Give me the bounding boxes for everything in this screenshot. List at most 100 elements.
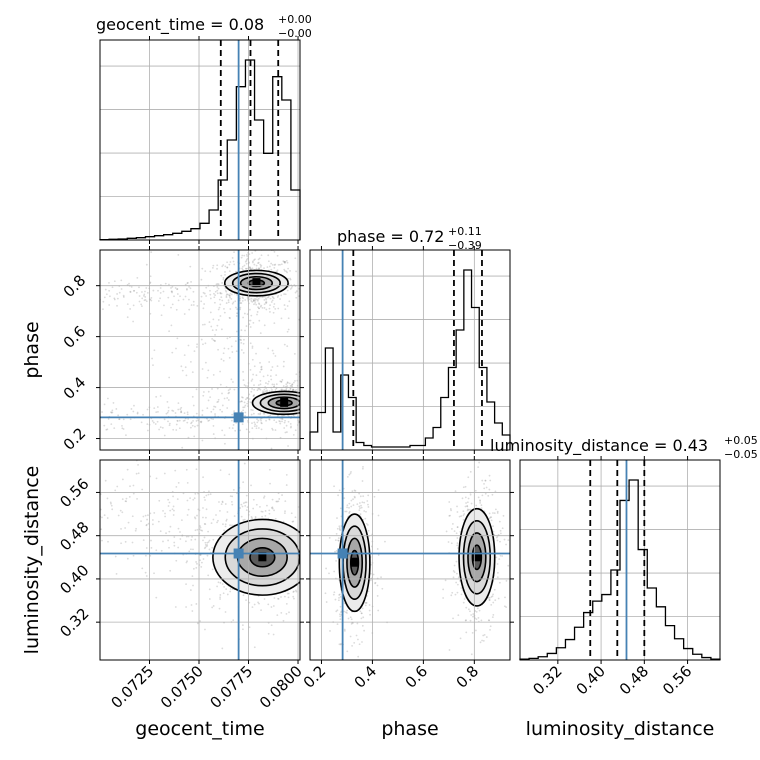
- sample-point: [471, 632, 474, 634]
- y-tick-label-phase: 0.6: [60, 322, 90, 352]
- sample-point: [337, 599, 340, 602]
- sample-point: [279, 298, 281, 300]
- sample-point: [220, 328, 223, 331]
- x-tick-label-phase: 0.4: [351, 662, 381, 692]
- sample-point: [131, 541, 134, 544]
- sample-point: [156, 420, 159, 423]
- sample-point: [304, 395, 306, 397]
- sample-point: [289, 277, 291, 280]
- sample-point: [266, 390, 268, 393]
- x-tick-label-luminosity_distance: 0.40: [573, 662, 609, 698]
- sample-point: [136, 412, 139, 415]
- sample-point: [213, 296, 216, 299]
- sample-point: [339, 507, 342, 510]
- sample-point: [308, 524, 310, 526]
- sample-point: [280, 388, 283, 391]
- sample-point: [448, 501, 451, 503]
- sample-point: [15, 528, 17, 530]
- sample-point: [105, 428, 108, 431]
- sample-point: [492, 525, 494, 528]
- sample-point: [169, 569, 172, 572]
- sample-point: [315, 519, 317, 521]
- sample-point: [155, 596, 158, 599]
- sample-point: [199, 559, 201, 562]
- sample-point: [498, 581, 501, 584]
- sample-point: [351, 490, 354, 493]
- sample-point: [213, 292, 215, 295]
- sample-point: [287, 277, 289, 280]
- sample-point: [114, 489, 117, 492]
- sample-point: [186, 281, 189, 284]
- sample-point: [275, 383, 278, 386]
- sample-point: [305, 543, 307, 545]
- sample-point: [337, 539, 340, 542]
- sample-point: [231, 524, 233, 527]
- sample-point: [478, 461, 481, 464]
- sample-point: [51, 290, 53, 292]
- sample-point: [130, 408, 133, 410]
- sample-point: [376, 584, 379, 587]
- sample-point: [259, 379, 262, 382]
- sample-point: [338, 489, 341, 492]
- sample-point: [222, 276, 225, 279]
- sample-point: [239, 308, 242, 311]
- sample-point: [239, 507, 242, 509]
- sample-point: [241, 267, 243, 270]
- sample-point: [316, 403, 318, 405]
- sample-point: [222, 264, 225, 266]
- sample-point: [119, 509, 122, 512]
- sample-point: [470, 614, 473, 616]
- sample-point: [29, 285, 31, 287]
- sample-point: [490, 596, 493, 598]
- sample-point: [220, 358, 223, 361]
- sample-point: [213, 340, 216, 342]
- sample-point: [111, 411, 114, 414]
- sample-point: [190, 422, 192, 425]
- sample-point: [287, 596, 290, 599]
- sample-point: [386, 298, 388, 300]
- sample-point: [215, 329, 218, 331]
- sample-point: [181, 369, 184, 372]
- sample-point: [214, 340, 216, 342]
- sample-point: [251, 427, 254, 430]
- sample-point: [258, 303, 261, 306]
- sample-point: [201, 414, 204, 416]
- sample-point: [222, 352, 225, 355]
- sample-point: [227, 299, 230, 302]
- sample-point: [152, 289, 155, 292]
- sample-point: [474, 610, 477, 612]
- sample-point: [189, 426, 192, 429]
- sample-point: [251, 347, 254, 349]
- sample-point: [241, 396, 243, 399]
- sample-point: [449, 508, 452, 510]
- sample-point: [363, 510, 366, 512]
- sample-point: [349, 448, 351, 450]
- sample-point: [166, 400, 169, 403]
- sample-point: [229, 587, 232, 590]
- sample-point: [444, 579, 447, 582]
- sample-point: [369, 572, 372, 575]
- sample-point: [216, 264, 219, 267]
- sample-point: [301, 581, 303, 583]
- sample-point: [305, 409, 307, 411]
- sample-point: [335, 550, 338, 552]
- sample-point: [301, 554, 303, 556]
- sample-point: [113, 297, 116, 300]
- sample-point: [256, 313, 258, 316]
- sample-point: [301, 391, 303, 393]
- sample-point: [177, 299, 180, 302]
- sample-point: [347, 617, 350, 620]
- sample-point: [227, 392, 230, 395]
- sample-point: [338, 596, 340, 599]
- sample-point: [315, 547, 317, 549]
- sample-point: [170, 290, 173, 293]
- sample-point: [289, 385, 292, 387]
- sample-point: [84, 459, 86, 461]
- sample-point: [186, 560, 188, 563]
- sample-point: [224, 273, 226, 276]
- sample-point: [168, 330, 171, 333]
- sample-point: [465, 619, 467, 622]
- sample-point: [455, 581, 458, 584]
- sample-point: [143, 293, 146, 296]
- sample-point: [267, 295, 270, 298]
